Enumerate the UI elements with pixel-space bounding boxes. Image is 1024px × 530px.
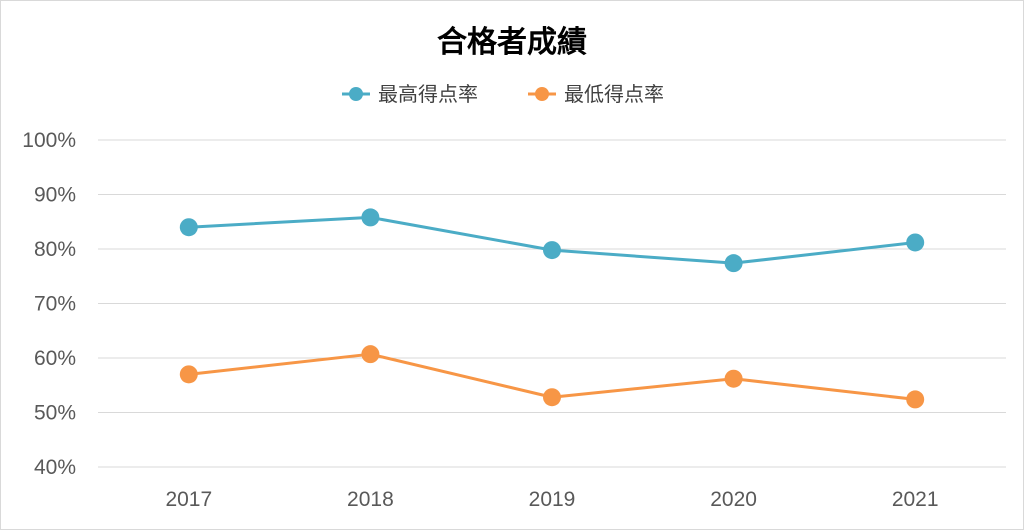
chart-title: 合格者成績 bbox=[437, 25, 587, 60]
y-tick-label: 100% bbox=[22, 129, 76, 152]
legend-label-max: 最高得点率 bbox=[378, 82, 478, 106]
data-point bbox=[724, 369, 743, 388]
x-tick-label: 2018 bbox=[347, 488, 394, 511]
gridlines bbox=[98, 139, 1006, 468]
legend-label-min: 最低得点率 bbox=[564, 82, 664, 106]
x-tick-label: 2021 bbox=[892, 488, 939, 511]
data-point bbox=[906, 390, 925, 409]
x-axis-ticks: 2017 2018 2019 2020 2021 bbox=[165, 488, 938, 511]
x-tick-label: 2017 bbox=[165, 488, 212, 511]
data-point bbox=[361, 208, 380, 227]
data-point bbox=[179, 365, 198, 384]
data-point bbox=[179, 218, 198, 237]
y-tick-label: 60% bbox=[34, 347, 76, 370]
y-tick-label: 70% bbox=[34, 293, 76, 316]
data-point bbox=[543, 388, 561, 407]
data-point bbox=[361, 345, 380, 364]
y-tick-label: 50% bbox=[34, 402, 76, 425]
series-layer bbox=[179, 208, 925, 409]
y-tick-label: 90% bbox=[34, 184, 76, 207]
data-point bbox=[543, 241, 561, 260]
data-point bbox=[724, 254, 743, 273]
legend-marker-min bbox=[535, 87, 549, 101]
x-tick-label: 2019 bbox=[529, 488, 576, 511]
y-tick-label: 40% bbox=[34, 456, 76, 479]
y-axis-ticks: 40% 50% 60% 70% 80% 90% 100% bbox=[22, 129, 76, 479]
legend-marker-max bbox=[349, 87, 363, 101]
legend: 最高得点率 最低得点率 bbox=[342, 82, 664, 106]
data-point bbox=[906, 233, 925, 252]
y-tick-label: 80% bbox=[34, 238, 76, 261]
x-tick-label: 2020 bbox=[710, 488, 757, 511]
